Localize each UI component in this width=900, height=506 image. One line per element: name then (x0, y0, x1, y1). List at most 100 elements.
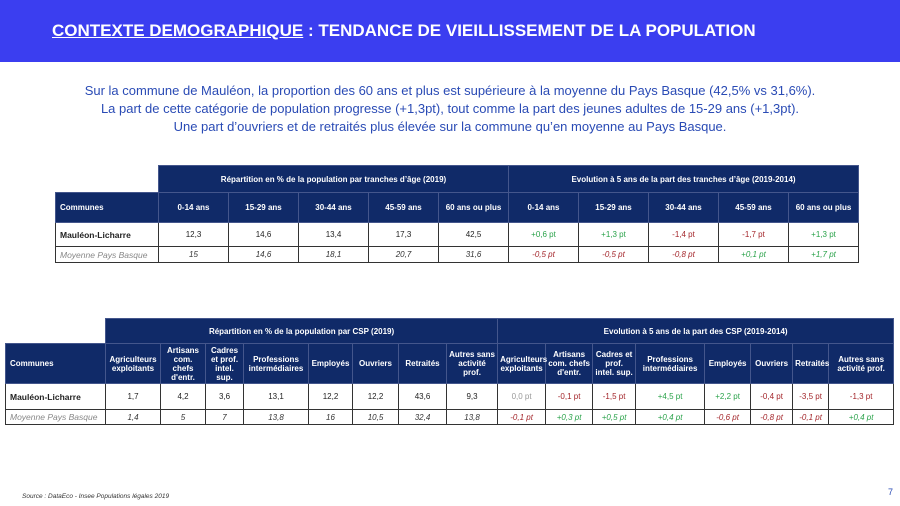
value-cell: +0,5 pt (592, 409, 637, 425)
column-header: Ouvriers (352, 343, 399, 384)
column-header: 15-29 ans (228, 192, 299, 223)
value-cell: 12,3 (158, 222, 229, 247)
value-cell: 9,3 (445, 383, 499, 410)
empty-cell (5, 318, 106, 344)
intro-line: Sur la commune de Mauléon, la proportion… (84, 83, 816, 98)
column-header: 0-14 ans (508, 192, 579, 223)
value-cell: 13,8 (243, 409, 309, 425)
table-row: Moyenne Pays Basque 15 14,6 18,1 20,7 31,6 -0,… (55, 246, 860, 263)
value-cell: 16 (308, 409, 353, 425)
column-header: Cadres et prof. intel. sup. (592, 343, 637, 384)
value-cell: 43,6 (398, 383, 447, 410)
value-cell: -0,5 pt (578, 246, 649, 263)
value-cell: 42,5 (438, 222, 509, 247)
value-cell: +0,3 pt (545, 409, 594, 425)
column-header: Retraités (398, 343, 447, 384)
csp-table: Répartition en % de la population par CS… (5, 318, 895, 425)
value-cell: 15 (158, 246, 229, 263)
value-cell: +2,2 pt (704, 383, 752, 410)
value-cell: -3,5 pt (792, 383, 830, 410)
value-cell: 17,3 (368, 222, 439, 247)
value-cell: -1,7 pt (718, 222, 789, 247)
value-cell: -0,8 pt (648, 246, 719, 263)
column-header: 60 ans ou plus (787, 192, 860, 223)
column-header: Cadres et prof. intel. sup. (205, 343, 244, 384)
value-cell: +1,3 pt (578, 222, 649, 247)
group-header: Répartition en % de la population par tr… (158, 165, 509, 193)
empty-cell (55, 165, 159, 193)
value-cell: 12,2 (308, 383, 353, 410)
column-header: Agriculteurs exploitants (105, 343, 161, 384)
value-cell: 14,6 (228, 222, 299, 247)
value-cell: -0,6 pt (704, 409, 752, 425)
intro-text: Sur la commune de Mauléon, la proportion… (0, 82, 900, 136)
column-header: Ouvriers (750, 343, 794, 384)
commune-name: Mauléon-Licharre (55, 222, 159, 247)
value-cell: +4,5 pt (635, 383, 706, 410)
value-cell: -1,3 pt (828, 383, 895, 410)
column-header: 15-29 ans (578, 192, 649, 223)
page-title: CONTEXTE DEMOGRAPHIQUE : TENDANCE DE VIE… (52, 21, 756, 41)
value-cell: +1,3 pt (787, 222, 860, 247)
source-note: Source : DataEco - Insee Populations lég… (22, 493, 170, 500)
value-cell: +0,4 pt (828, 409, 895, 425)
value-cell: 12,2 (352, 383, 399, 410)
title-underlined: CONTEXTE DEMOGRAPHIQUE (52, 21, 304, 40)
value-cell: 1,4 (105, 409, 161, 425)
age-table: Répartition en % de la population par tr… (55, 165, 860, 263)
value-cell: 31,6 (438, 246, 509, 263)
value-cell: 4,2 (160, 383, 206, 410)
group-header: Evolution à 5 ans de la part des tranche… (507, 165, 860, 193)
column-header: Artisans com. chefs d'entr. (545, 343, 594, 384)
value-cell: 13,8 (445, 409, 499, 425)
value-cell: 1,7 (105, 383, 161, 410)
table-row: Mauléon-Licharre 12,3 14,6 13,4 17,3 42,5 +0,6… (55, 222, 860, 247)
column-header: Professions intermédiaires (635, 343, 706, 384)
column-header: 45-59 ans (368, 192, 439, 223)
value-cell: 18,1 (298, 246, 369, 263)
column-header: 30-44 ans (298, 192, 369, 223)
column-header: Retraités (792, 343, 829, 384)
column-header: Employés (704, 343, 752, 384)
communes-header: Communes (55, 192, 159, 223)
commune-name: Mauléon-Licharre (5, 383, 106, 410)
column-header: 60 ans ou plus (438, 192, 509, 223)
value-cell: 20,7 (368, 246, 439, 263)
header-band (0, 0, 900, 62)
column-header: 45-59 ans (718, 192, 789, 223)
value-cell: -0,5 pt (508, 246, 579, 263)
commune-name: Moyenne Pays Basque (55, 246, 159, 263)
page-number: 7 (888, 487, 894, 497)
value-cell: -0,1 pt (497, 409, 547, 425)
value-cell: 13,1 (243, 383, 309, 410)
communes-header: Communes (5, 343, 106, 384)
value-cell: +0,6 pt (508, 222, 579, 247)
title-rest: : TENDANCE DE VIEILLISSEMENT DE LA POPUL… (303, 21, 756, 40)
column-header: 30-44 ans (648, 192, 719, 223)
column-header: 0-14 ans (158, 192, 229, 223)
value-cell: 7 (205, 409, 244, 425)
value-cell: -0,1 pt (545, 383, 594, 410)
value-cell: 5 (160, 409, 206, 425)
value-cell: -0,1 pt (792, 409, 830, 425)
value-cell: 32,4 (398, 409, 447, 425)
value-cell: -0,8 pt (750, 409, 794, 425)
value-cell: +0,1 pt (718, 246, 789, 263)
column-header: Autres sans activité prof. (445, 343, 499, 384)
value-cell: -0,4 pt (750, 383, 794, 410)
value-cell: 14,6 (228, 246, 299, 263)
group-header: Répartition en % de la population par CS… (104, 318, 499, 344)
intro-line: Une part d’ouvriers et de retraités plus… (173, 119, 727, 134)
intro-line: La part de cette catégorie de population… (100, 101, 800, 116)
value-cell: 3,6 (205, 383, 244, 410)
value-cell: +0,4 pt (635, 409, 706, 425)
column-header: Professions intermédiaires (243, 343, 309, 384)
value-cell: 10,5 (352, 409, 399, 425)
value-cell: 13,4 (298, 222, 369, 247)
table-row: Mauléon-Licharre 1,7 4,2 3,6 13,1 12,2 12,2 43,… (5, 383, 895, 410)
column-header: Employés (308, 343, 353, 384)
column-header: Agriculteurs exploitants (497, 343, 547, 384)
value-cell: -1,5 pt (592, 383, 637, 410)
value-cell: +1,7 pt (787, 246, 860, 263)
column-header: Artisans com. chefs d'entr. (160, 343, 206, 384)
